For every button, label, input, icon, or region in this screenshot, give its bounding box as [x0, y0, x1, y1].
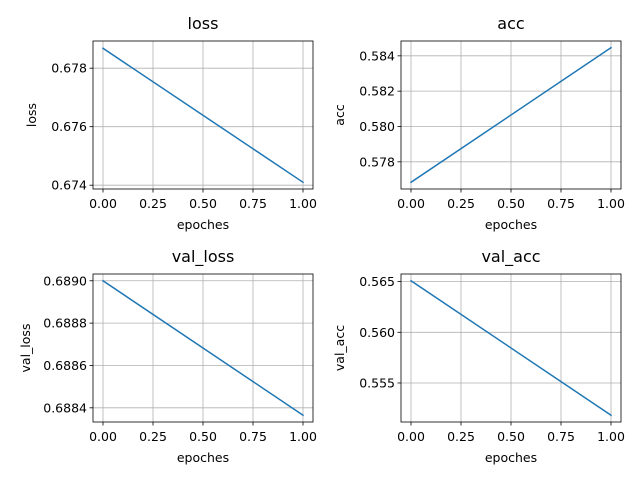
- y-axis-label: val_acc: [332, 325, 347, 371]
- x-tick-label: 0.00: [89, 429, 117, 444]
- y-tick-label: 0.560: [359, 325, 395, 340]
- axes-frame: [400, 273, 622, 423]
- subplot-val_acc: 0.00 0.25 0.50 0.75 1.00 0.555 0.560 0.565 val_a…: [332, 247, 625, 465]
- y-tick-label: 0.580: [359, 119, 395, 134]
- x-tick-label: 0.75: [239, 429, 267, 444]
- y-tick-label: 0.578: [359, 154, 395, 169]
- axes-frame: [92, 40, 314, 190]
- y-axis-label: val_loss: [18, 324, 33, 373]
- series-line: [101, 47, 305, 184]
- x-tick-label: 0.25: [447, 196, 475, 211]
- y-tick-label: 0.674: [51, 178, 87, 193]
- subplot-loss: 0.00 0.25 0.50 0.75 1.00 0.674 0.676 0.678 loss e…: [24, 14, 317, 232]
- y-tick-label: 0.584: [359, 48, 395, 63]
- y-tick-label: 0.555: [359, 375, 395, 390]
- x-tick-label: 0.25: [447, 429, 475, 444]
- x-tick-label: 0.00: [397, 429, 425, 444]
- series-line: [101, 279, 305, 417]
- y-tick-label: 0.6884: [43, 400, 87, 415]
- axes-frame: [92, 273, 314, 423]
- subplot-acc: 0.00 0.25 0.50 0.75 1.00 0.578 0.580 0.582 0.584…: [332, 14, 625, 232]
- x-axis-label: epoches: [485, 450, 537, 465]
- x-tick-label: 0.75: [547, 196, 575, 211]
- x-tick-label: 0.75: [547, 429, 575, 444]
- x-axis-label: epoches: [177, 217, 229, 232]
- series-line: [409, 279, 613, 417]
- x-tick-label: 0.50: [497, 196, 525, 211]
- x-axis-label: epoches: [485, 217, 537, 232]
- x-tick-label: 1.00: [597, 429, 625, 444]
- y-tick-label: 0.678: [51, 61, 87, 76]
- y-axis-label: acc: [332, 104, 347, 126]
- x-tick-label: 0.75: [239, 196, 267, 211]
- y-tick-label: 0.565: [359, 274, 395, 289]
- x-tick-label: 0.25: [139, 429, 167, 444]
- x-tick-label: 0.00: [89, 196, 117, 211]
- y-tick-label: 0.6886: [43, 358, 87, 373]
- x-tick-label: 0.50: [189, 429, 217, 444]
- series-line: [409, 46, 613, 184]
- x-tick-label: 0.00: [397, 196, 425, 211]
- subplot-title: loss: [188, 14, 219, 33]
- x-tick-label: 1.00: [289, 429, 317, 444]
- subplot-title: val_acc: [481, 247, 540, 267]
- y-tick-label: 0.582: [359, 84, 395, 99]
- x-tick-label: 0.50: [497, 429, 525, 444]
- x-tick-label: 0.25: [139, 196, 167, 211]
- x-axis-label: epoches: [177, 450, 229, 465]
- y-axis-label: loss: [24, 103, 39, 127]
- y-tick-label: 0.676: [51, 119, 87, 134]
- y-tick-label: 0.6890: [43, 273, 87, 288]
- x-tick-label: 1.00: [597, 196, 625, 211]
- subplot-title: val_loss: [172, 247, 235, 267]
- x-tick-label: 0.50: [189, 196, 217, 211]
- subplot-title: acc: [497, 14, 524, 33]
- subplot-val_loss: 0.00 0.25 0.50 0.75 1.00 0.6884 0.6886 0.6888 0.…: [18, 247, 317, 465]
- x-tick-label: 1.00: [289, 196, 317, 211]
- y-tick-label: 0.6888: [43, 316, 87, 331]
- axes-frame: [400, 40, 622, 190]
